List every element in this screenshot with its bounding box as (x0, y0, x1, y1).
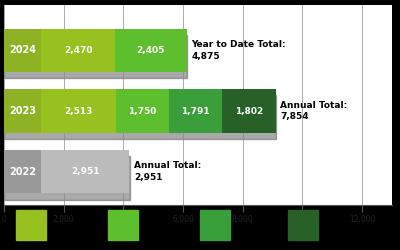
Bar (4, 95, 276, 139)
Text: 2023: 2023 (9, 106, 36, 116)
Bar (115, 29, 187, 72)
Bar (116, 89, 168, 133)
Text: 1,791: 1,791 (181, 106, 210, 116)
Text: 2,470: 2,470 (64, 46, 92, 55)
Bar (222, 89, 276, 133)
Bar (41, 29, 115, 72)
Text: 2024: 2024 (9, 46, 36, 56)
Bar (4, 156, 130, 200)
Text: Annual Total:
2,951: Annual Total: 2,951 (134, 161, 201, 182)
Text: 1,802: 1,802 (235, 106, 263, 116)
Text: 2,513: 2,513 (65, 106, 93, 116)
Bar (168, 89, 222, 133)
Bar (41, 89, 116, 133)
Bar (4, 29, 41, 72)
Bar (4, 35, 187, 78)
Text: Year to Date Total:
4,875: Year to Date Total: 4,875 (191, 40, 286, 61)
Text: 1,750: 1,750 (128, 106, 157, 116)
Text: 2022: 2022 (9, 167, 36, 177)
Bar (4, 89, 41, 133)
Bar (4, 150, 41, 194)
Text: 2,405: 2,405 (137, 46, 165, 55)
Text: 2,951: 2,951 (71, 167, 100, 176)
Text: Annual Total:
7,854: Annual Total: 7,854 (280, 101, 348, 121)
Bar (41, 150, 129, 194)
